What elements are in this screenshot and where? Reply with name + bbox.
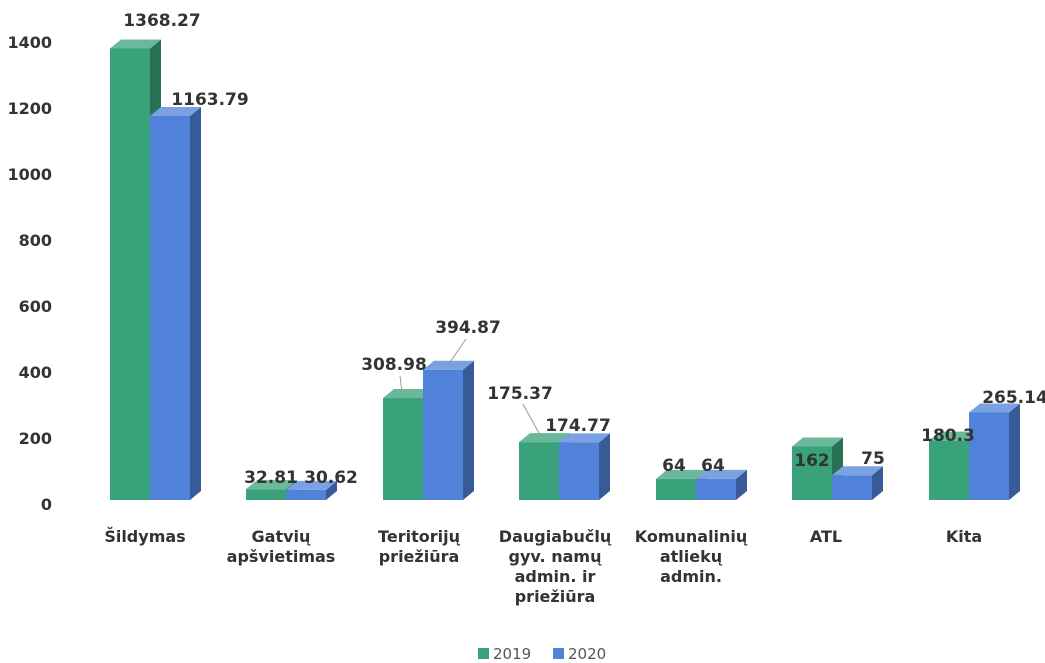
- x-category-label: Teritorijų priežiūra: [378, 527, 461, 566]
- bar-2020: [832, 466, 883, 500]
- bar-top-face: [656, 469, 707, 479]
- bar-side-face: [872, 466, 883, 500]
- bar-2020: [559, 433, 610, 500]
- data-label-2020: 30.62: [304, 468, 358, 488]
- y-tick-label: 1000: [7, 165, 52, 184]
- legend-swatch-2020: [553, 648, 564, 659]
- leader-line: [445, 338, 467, 369]
- x-category-label: Šildymas: [104, 527, 185, 546]
- x-category-label: Daugiabučlų gyv. namų admin. ir priežiūra: [499, 527, 612, 606]
- bar-top-face: [929, 431, 980, 441]
- bar-front-face: [519, 442, 559, 500]
- y-tick-label: 800: [19, 231, 52, 250]
- y-tick-label: 400: [19, 363, 52, 382]
- bar-top-face: [246, 480, 297, 490]
- data-label-2020: 1163.79: [171, 90, 248, 110]
- bar-side-face: [463, 360, 474, 500]
- bar-top-face: [110, 39, 161, 49]
- leader-line: [399, 375, 403, 393]
- bar-side-face: [736, 469, 747, 500]
- bar-top-face: [383, 389, 434, 399]
- leader-line: [522, 403, 541, 436]
- bar-front-face: [969, 412, 1009, 500]
- data-label-2020: 265.14: [982, 388, 1045, 408]
- bar-top-face: [519, 433, 570, 443]
- legend-swatch-2019: [478, 648, 489, 659]
- data-label-2020: 394.87: [435, 318, 501, 338]
- data-label-2019: 180.3: [921, 426, 975, 446]
- y-tick-label: 1200: [7, 99, 52, 118]
- y-tick-label: 0: [41, 495, 52, 514]
- bar-2020: [696, 469, 747, 500]
- bar-side-face: [1009, 403, 1020, 500]
- data-label-2019: 64: [662, 456, 686, 476]
- bar-front-face: [423, 369, 463, 500]
- data-label-2019: 308.98: [361, 355, 427, 375]
- x-category-label: Kita: [946, 527, 982, 546]
- bars-layer: [110, 39, 1020, 501]
- data-labels-layer: 1368.27 32.81 308.98 175.37 64 162 180.3 1163.7…: [123, 11, 1045, 488]
- y-axis: 0 200 400 600 800 1000 1200 1400: [7, 33, 52, 514]
- bar-front-face: [246, 489, 286, 500]
- bar-front-face: [656, 478, 696, 500]
- bar-front-face: [559, 442, 599, 500]
- bar-front-face: [792, 446, 832, 500]
- legend-label-2020: 2020: [568, 645, 606, 663]
- y-tick-label: 1400: [7, 33, 52, 52]
- data-label-2019: 162: [794, 451, 830, 471]
- bar-front-face: [150, 115, 190, 500]
- x-category-label: ATL: [810, 527, 842, 546]
- data-label-2020: 174.77: [545, 416, 611, 436]
- data-label-2019: 32.81: [244, 468, 298, 488]
- y-tick-label: 200: [19, 429, 52, 448]
- x-axis-categories: Šildymas Gatvių apšvietimas Teritorijų priež…: [104, 527, 982, 606]
- bar-2020: [286, 480, 337, 500]
- bar-front-face: [832, 475, 872, 500]
- y-tick-label: 600: [19, 297, 52, 316]
- bar-top-face: [969, 403, 1020, 413]
- bar-top-face: [832, 466, 883, 476]
- bar-front-face: [929, 440, 969, 500]
- bar-side-face: [326, 480, 337, 500]
- legend-label-2019: 2019: [493, 645, 531, 663]
- bar-side-face: [599, 433, 610, 500]
- x-category-label: Komunalinių atliekų admin.: [635, 527, 748, 586]
- x-category-label: Gatvių apšvietimas: [227, 527, 336, 566]
- data-label-2019: 175.37: [487, 384, 553, 404]
- bar-side-face: [190, 106, 201, 500]
- bar-top-face: [696, 469, 747, 479]
- data-label-2019: 1368.27: [123, 11, 200, 31]
- bar-front-face: [286, 489, 326, 500]
- data-label-2020: 75: [861, 449, 885, 469]
- bar-2020: [969, 403, 1020, 500]
- bar-top-face: [792, 437, 843, 447]
- bar-2020: [150, 106, 201, 500]
- legend: 2019 2020: [478, 645, 606, 663]
- bar-top-face: [559, 433, 610, 443]
- bar-front-face: [696, 478, 736, 500]
- bar-front-face: [110, 48, 150, 501]
- bar-top-face: [150, 106, 201, 116]
- bar-2020: [423, 360, 474, 500]
- data-label-2020: 64: [701, 456, 725, 476]
- bar-top-face: [286, 480, 337, 490]
- bar-front-face: [383, 398, 423, 500]
